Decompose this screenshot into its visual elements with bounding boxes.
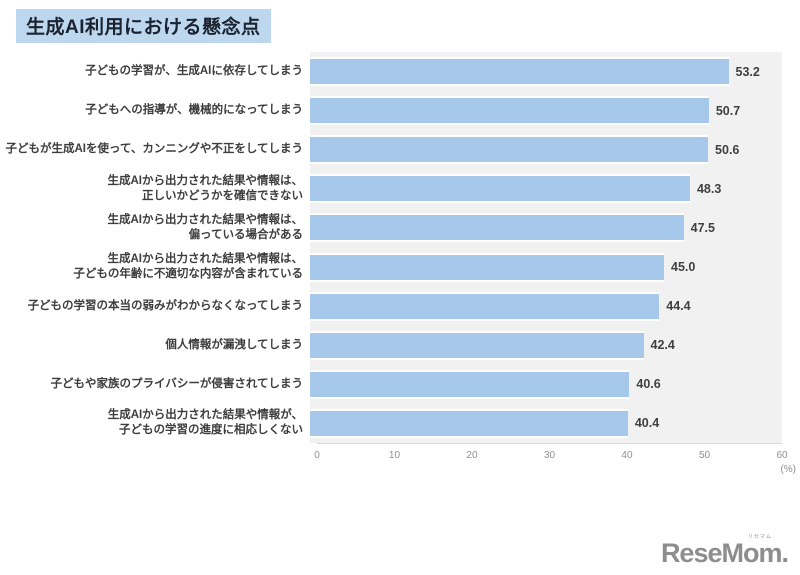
- x-axis-tick-label: 40: [621, 450, 633, 461]
- chart-row: 生成AIから出力された結果や情報は、 偏っている場合がある 47.5: [0, 208, 782, 248]
- x-axis-tick-label: 10: [388, 450, 401, 461]
- value-label: 45.0: [671, 260, 696, 275]
- x-axis: (%) 0 10 20 30 40 50 60: [314, 443, 796, 478]
- category-label: 子どもや家族のプライバシーが侵害されてしまう: [50, 377, 303, 390]
- value-label: 44.4: [666, 299, 691, 314]
- value-label: 42.4: [650, 338, 675, 353]
- bar: [310, 57, 729, 87]
- x-axis-tick-label: 20: [466, 450, 478, 461]
- value-label: 40.4: [634, 416, 660, 431]
- category-label: 個人情報が漏洩してしまう: [165, 338, 303, 351]
- plot-band: 42.4: [310, 325, 782, 365]
- plot-band: 40.4: [310, 403, 782, 443]
- category-label: 子どもの学習の本当の弱みがわからなくなってしまう: [27, 299, 303, 312]
- chart-row: 子どもの学習の本当の弱みがわからなくなってしまう 44.4: [0, 286, 782, 326]
- value-label: 50.7: [715, 103, 741, 118]
- bar: [310, 330, 644, 360]
- chart-row: 子どもへの指導が、機械的になってしまう 50.7: [0, 91, 782, 131]
- plot-band: 45.0: [310, 247, 782, 287]
- value-label: 50.6: [715, 142, 740, 157]
- x-axis-tick-label: 50: [698, 450, 711, 461]
- category-label: 生成AIから出力された結果や情報は、 子どもの年齢に不適切な内容が含まれている: [73, 253, 303, 281]
- chart-row: 子どもや家族のプライバシーが侵害されてしまう 40.6: [0, 364, 782, 404]
- resemom-logo-dot: .: [781, 538, 788, 568]
- category-label: 生成AIから出力された結果や情報が、 子どもの学習の進度に相応しくない: [107, 409, 303, 437]
- bar: [310, 213, 684, 243]
- x-axis-tick-label: 60: [776, 450, 788, 461]
- x-axis-unit-label: (%): [780, 464, 796, 475]
- value-label: 53.2: [735, 64, 760, 79]
- plot-band: 44.4: [310, 286, 782, 326]
- bar: [310, 252, 664, 282]
- category-label: 子どもが生成AIを使って、カンニングや不正をしてしまう: [5, 143, 303, 156]
- resemom-logo-ruby: リセマム: [747, 534, 772, 540]
- plot-band: 47.5: [310, 208, 782, 248]
- plot-band: 53.2: [310, 52, 782, 92]
- chart-row: 子どもの学習が、生成AIに依存してしまう 53.2: [0, 52, 782, 92]
- bar: [310, 174, 690, 204]
- chart-row: 個人情報が漏洩してしまう 42.4: [0, 325, 782, 365]
- plot-band: 48.3: [310, 169, 782, 209]
- chart-row: 生成AIから出力された結果や情報は、 子どもの年齢に不適切な内容が含まれている 45…: [0, 247, 782, 287]
- plot-band: 40.6: [310, 364, 782, 404]
- value-label: 48.3: [696, 181, 722, 196]
- value-label: 47.5: [690, 220, 715, 235]
- category-label: 生成AIから出力された結果や情報は、 正しいかどうかを確信できない: [107, 174, 304, 202]
- chart-row: 生成AIから出力された結果や情報は、 正しいかどうかを確信できない 48.3: [0, 169, 782, 209]
- bar: [310, 96, 709, 126]
- bar: [310, 369, 630, 399]
- x-axis-tick-label: 30: [543, 450, 556, 461]
- plot-band: 50.7: [310, 91, 782, 131]
- chart-rows: 子どもの学習が、生成AIに依存してしまう 53.2 子どもへの指導が、機械的になって…: [0, 52, 782, 443]
- resemom-logo: リセマム ReseMom.: [660, 535, 789, 568]
- category-label: 子どもへの指導が、機械的になってしまう: [85, 104, 303, 117]
- category-label: 子どもの学習が、生成AIに依存してしまう: [85, 65, 303, 78]
- bar: [310, 135, 709, 165]
- plot-band: 50.6: [310, 130, 782, 170]
- category-label: 生成AIから出力された結果や情報は、 偏っている場合がある: [107, 213, 304, 241]
- x-axis-tick-label: 0: [314, 450, 320, 461]
- chart-row: 子どもが生成AIを使って、カンニングや不正をしてしまう 50.6: [0, 130, 782, 170]
- chart-title: 生成AI利用における懸念点: [16, 9, 271, 43]
- bar: [310, 408, 628, 438]
- chart-row: 生成AIから出力された結果や情報が、 子どもの学習の進度に相応しくない 40.4: [0, 403, 782, 443]
- resemom-logo-text: ReseMom: [660, 538, 783, 568]
- value-label: 40.6: [636, 377, 661, 392]
- bar: [310, 291, 660, 321]
